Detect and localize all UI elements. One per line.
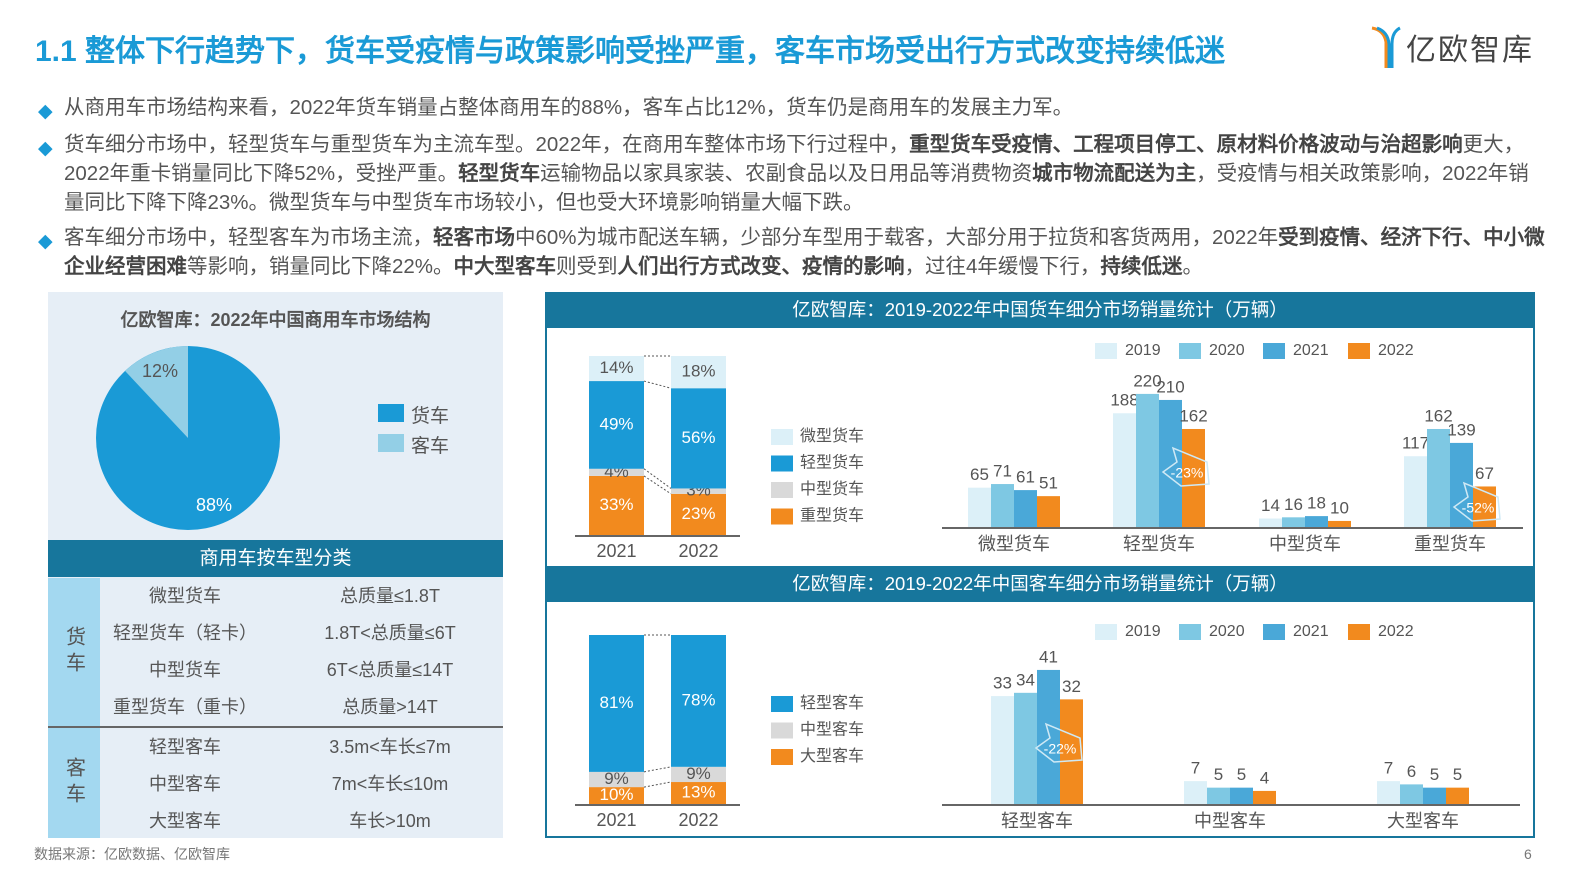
bullet-emphasis: 人们出行方式改变、疫情的影响: [617, 255, 905, 278]
table-row: 微型货车 总质量≤1.8T: [100, 578, 503, 615]
passenger-chart-title: 亿欧智库：2019-2022年中国客车细分市场销量统计（万辆）: [545, 566, 1535, 602]
vehicle-criteria: 总质量>14T: [342, 697, 438, 717]
bullet-text: 等影响，销量同比下降22%。: [187, 255, 454, 278]
bullet-emphasis: 轻型货车: [458, 162, 541, 185]
table-row: 重型货车（重卡） 总质量>14T: [100, 689, 503, 726]
bullet-text: ，受疫情与相关政策影响，2022年销量同比下降下降23%。微型货车与中型货车市场…: [64, 162, 1529, 214]
legend-passenger-label: 客车: [411, 436, 450, 457]
bullet-text: 则受到: [556, 255, 618, 278]
bullet-freight: ◆ 货车细分市场中，轻型货车与重型货车为主流车型。2022年，在商用车整体市场下行…: [38, 130, 1548, 217]
bullet-emphasis: 中大型客车: [453, 255, 557, 278]
freight-chart-title: 亿欧智库：2019-2022年中国货车细分市场销量统计（万辆）: [545, 292, 1535, 328]
pie-chart-title: 亿欧智库：2022年中国商用车市场结构: [120, 310, 431, 330]
bullet-text: 客车细分市场中，轻型客车为市场主流，: [64, 226, 433, 249]
bullet-text: 从商用车市场结构来看，2022年货车销量占整体商用车的88%，客车占比12%，货…: [64, 96, 1074, 119]
vehicle-type: 中型客车: [149, 774, 221, 794]
vehicle-type: 中型货车: [149, 660, 221, 680]
vehicle-criteria: 1.8T<总质量≤6T: [324, 623, 456, 643]
classification-table-header: 商用车按车型分类: [48, 540, 503, 577]
vehicle-type: 重型货车（重卡）: [113, 697, 257, 717]
vehicle-criteria: 6T<总质量≤14T: [326, 660, 454, 680]
vehicle-criteria: 3.5m<车长≤7m: [329, 737, 451, 757]
page-number: 6: [1524, 846, 1532, 862]
bullet-text: 运输物品以家具家装、农副食品以及日用品等消费物资: [540, 162, 1033, 185]
bullet-text: ，过往4年缓慢下行，: [904, 255, 1101, 278]
vehicle-type: 轻型货车（轻卡）: [113, 623, 257, 643]
table-row: 中型客车 7m<车长≤10m: [100, 766, 503, 803]
legend-freight-swatch: [378, 404, 404, 422]
diamond-bullet-icon: ◆: [38, 231, 53, 252]
logo-mark-icon: [1371, 26, 1401, 68]
legend-freight-label: 货车: [411, 406, 450, 427]
vehicle-type: 大型客车: [149, 811, 221, 831]
table-row: 轻型货车（轻卡） 1.8T<总质量≤6T: [100, 615, 503, 652]
bullet-emphasis: 城市物流配送为主: [1032, 162, 1197, 185]
vehicle-type: 轻型客车: [149, 737, 221, 757]
vehicle-criteria: 7m<车长≤10m: [331, 774, 449, 794]
logo-text: 亿欧智库: [1406, 34, 1534, 67]
diamond-bullet-icon: ◆: [38, 138, 53, 159]
page-title: 1.1 整体下行趋势下，货车受疫情与政策影响受挫严重，客车市场受出行方式改变持续…: [35, 35, 1226, 68]
bullet-passenger: ◆ 客车细分市场中，轻型客车为市场主流，轻客市场中60%为城市配送车辆，少部分车型…: [38, 223, 1548, 281]
bullet-text: 中60%为城市配送车辆，少部分车型用于载客，大部分用于拉货和客货两用，2022年: [515, 226, 1279, 249]
bullet-emphasis: 轻客市场: [433, 226, 515, 249]
logo: 亿欧智库: [1370, 22, 1540, 72]
segment-sales-panel: [545, 292, 1535, 838]
vehicle-criteria: 总质量≤1.8T: [340, 586, 440, 606]
bullet-emphasis: 重型货车受疫情、工程项目停工、原材料价格波动与治超影响: [909, 133, 1463, 156]
bullet-emphasis: 受到疫情、经济下行、中小微企业经营困难: [64, 226, 1545, 278]
group-freight: 货车: [48, 578, 100, 726]
table-row: 中型货车 6T<总质量≤14T: [100, 652, 503, 689]
bullet-text: 更大，2022年重卡销量同比下降52%，受挫严重。: [64, 133, 1525, 185]
diamond-bullet-icon: ◆: [38, 101, 53, 122]
table-row: 轻型客车 3.5m<车长≤7m: [100, 729, 503, 766]
legend-passenger-swatch: [378, 434, 404, 452]
vehicle-criteria: 车长>10m: [349, 811, 431, 831]
vehicle-type: 微型货车: [149, 586, 221, 606]
table-row: 大型客车 车长>10m: [100, 803, 503, 840]
bullet-text: 货车细分市场中，轻型货车与重型货车为主流车型。2022年，在商用车整体市场下行过…: [64, 133, 910, 156]
bullet-structure: ◆ 从商用车市场结构来看，2022年货车销量占整体商用车的88%，客车占比12%，…: [38, 93, 1548, 122]
group-passenger: 客车: [48, 728, 100, 838]
bullet-emphasis: 持续低迷: [1100, 255, 1183, 278]
data-source: 数据来源：亿欧数据、亿欧智库: [34, 846, 230, 862]
bullet-text: 。: [1182, 255, 1203, 278]
table-divider: [48, 726, 503, 728]
